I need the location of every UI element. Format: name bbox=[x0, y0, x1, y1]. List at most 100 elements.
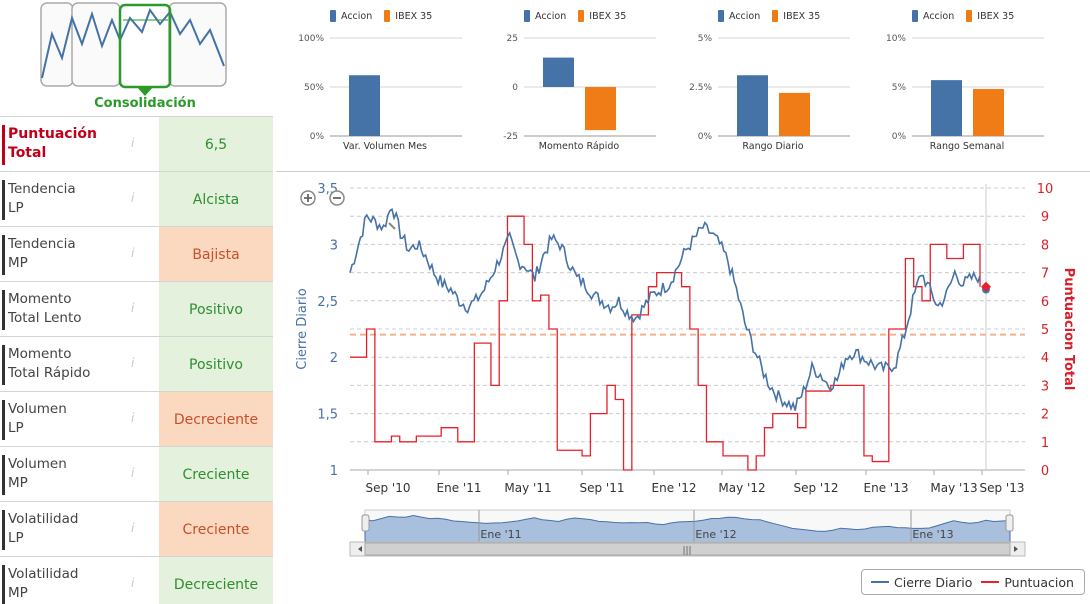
indicator-value: Creciente bbox=[159, 447, 273, 502]
y-tick-label: 10% bbox=[886, 34, 906, 44]
zoom-in-icon[interactable] bbox=[300, 190, 316, 206]
scroll-left-arrow-icon bbox=[358, 546, 362, 552]
bar-ibex bbox=[973, 88, 1004, 136]
x-tick-label: Sep '12 bbox=[794, 481, 839, 495]
x-tick-label: Ene '11 bbox=[437, 481, 482, 495]
info-icon[interactable]: i bbox=[131, 466, 135, 480]
divider bbox=[276, 171, 1090, 172]
info-icon[interactable]: i bbox=[131, 191, 135, 205]
right-axis-title: Puntuacion Total bbox=[1061, 268, 1076, 391]
legend-accion[interactable]: Accion bbox=[912, 10, 954, 22]
indicator-label: Volatilidad MP bbox=[8, 566, 79, 601]
mini-legend: Accion IBEX 35 bbox=[912, 10, 1023, 22]
mini-chart-svg: 25 0 -25 Momento Rápido bbox=[503, 34, 656, 152]
pattern-label: Consolidación bbox=[94, 96, 196, 111]
zoom-out-icon[interactable] bbox=[329, 190, 396, 230]
bar-ibex bbox=[779, 92, 810, 136]
indicator-panel: Consolidación Puntuación Total i 6,5 Ten… bbox=[0, 0, 276, 604]
row-marker bbox=[2, 510, 5, 550]
navigator-label: Ene '12 bbox=[695, 528, 736, 541]
legend-accion[interactable]: Accion bbox=[524, 10, 566, 22]
info-icon[interactable]: i bbox=[131, 576, 135, 590]
row-marker bbox=[2, 290, 5, 330]
bar-accion bbox=[349, 75, 380, 136]
legend-item-cierre[interactable]: Cierre Diario bbox=[871, 575, 972, 590]
left-axis-title: Cierre Diario bbox=[295, 288, 310, 370]
y-tick-label: 5% bbox=[698, 34, 713, 44]
row-marker bbox=[2, 235, 5, 275]
navigator-scrollbar[interactable]: ||| bbox=[349, 541, 1026, 557]
row-marker bbox=[2, 345, 5, 385]
navigator-handle-left bbox=[361, 514, 370, 532]
left-tick-label: 2 bbox=[330, 351, 338, 366]
legend-accion[interactable]: Accion bbox=[718, 10, 760, 22]
indicator-label: Volumen MP bbox=[8, 456, 67, 491]
navigator-label: Ene '13 bbox=[912, 528, 953, 541]
indicator-value: Decreciente bbox=[159, 392, 273, 447]
indicator-row: Volatilidad MP i Decreciente bbox=[0, 556, 273, 604]
legend-line-blue bbox=[871, 581, 889, 583]
x-tick-label: Sep '13 bbox=[980, 481, 1025, 495]
mini-chart-title: Rango Diario bbox=[742, 141, 803, 152]
indicator-label: Volatilidad LP bbox=[8, 511, 79, 546]
info-icon[interactable]: i bbox=[131, 411, 135, 425]
indicator-label: Tendencia MP bbox=[8, 236, 76, 271]
right-tick-label: 8 bbox=[1041, 238, 1049, 253]
y-tick-label: 0% bbox=[310, 132, 325, 142]
legend-line-red bbox=[981, 581, 1000, 583]
right-tick-label: 6 bbox=[1041, 295, 1049, 310]
y-tick-label: 0 bbox=[512, 83, 518, 93]
y-tick-label: 5% bbox=[892, 83, 907, 93]
info-icon[interactable]: i bbox=[131, 356, 135, 370]
indicator-value: Positivo bbox=[159, 282, 273, 337]
legend-ibex[interactable]: IBEX 35 bbox=[578, 10, 626, 22]
mini-bar-chart: Accion IBEX 35 5% 2.5% 0% Rango Diario bbox=[678, 0, 868, 160]
indicator-row: Puntuación Total i 6,5 bbox=[0, 116, 273, 172]
legend-ibex[interactable]: IBEX 35 bbox=[384, 10, 432, 22]
x-tick-label: Sep '11 bbox=[580, 481, 625, 495]
y-tick-label: -25 bbox=[503, 132, 518, 142]
right-tick-label: 3 bbox=[1041, 379, 1049, 394]
mini-bar-chart: Accion IBEX 35 10% 5% 0% Rango Semanal bbox=[872, 0, 1062, 160]
y-tick-label: 0% bbox=[892, 132, 907, 142]
indicator-row: Volatilidad LP i Creciente bbox=[0, 501, 273, 557]
indicator-value: 6,5 bbox=[159, 117, 273, 172]
mini-bar-chart: Accion IBEX 35 100% 50% 0% Var. Volumen Mes bbox=[290, 0, 480, 160]
info-icon[interactable]: i bbox=[131, 521, 135, 535]
puntuacion-marker bbox=[981, 281, 991, 292]
row-marker bbox=[2, 400, 5, 440]
indicator-row: Momento Total Rápido i Positivo bbox=[0, 336, 273, 392]
legend-item-puntuacion[interactable]: Puntuacion bbox=[981, 575, 1074, 590]
indicator-label: Tendencia LP bbox=[8, 181, 76, 216]
scrollbar-grip: ||| bbox=[682, 546, 691, 556]
info-icon[interactable]: i bbox=[131, 246, 135, 260]
row-marker bbox=[2, 565, 5, 604]
navigator-label: Ene '11 bbox=[480, 528, 521, 541]
right-tick-label: 4 bbox=[1041, 351, 1049, 366]
indicator-row: Momento Total Lento i Positivo bbox=[0, 281, 273, 337]
bar-accion bbox=[543, 57, 574, 87]
x-tick-label: May '13 bbox=[930, 481, 977, 495]
legend-accion[interactable]: Accion bbox=[330, 10, 372, 22]
x-tick-label: Ene '12 bbox=[652, 481, 697, 495]
y-tick-label: 25 bbox=[507, 34, 518, 44]
x-tick-label: Ene '13 bbox=[864, 481, 909, 495]
mini-chart-svg: 10% 5% 0% Rango Semanal bbox=[886, 34, 1044, 152]
info-icon[interactable]: i bbox=[131, 301, 135, 315]
indicator-value: Creciente bbox=[159, 502, 273, 557]
navigator[interactable]: Ene '11 Ene '12 Ene '13 bbox=[361, 509, 1014, 543]
legend-ibex[interactable]: IBEX 35 bbox=[772, 10, 820, 22]
series-puntuacion-line bbox=[350, 215, 981, 471]
row-marker bbox=[2, 455, 5, 495]
right-tick-label: 1 bbox=[1041, 436, 1049, 451]
indicator-label: Puntuación Total bbox=[8, 126, 97, 161]
legend-ibex[interactable]: IBEX 35 bbox=[966, 10, 1014, 22]
bar-accion bbox=[931, 80, 962, 136]
right-tick-label: 10 bbox=[1037, 182, 1054, 197]
right-tick-label: 5 bbox=[1041, 323, 1049, 338]
right-tick-label: 0 bbox=[1041, 464, 1049, 479]
info-icon[interactable]: i bbox=[131, 136, 135, 150]
mini-chart-svg: 5% 2.5% 0% Rango Diario bbox=[689, 34, 850, 152]
main-chart-legend: Cierre Diario Puntuacion bbox=[861, 569, 1085, 595]
